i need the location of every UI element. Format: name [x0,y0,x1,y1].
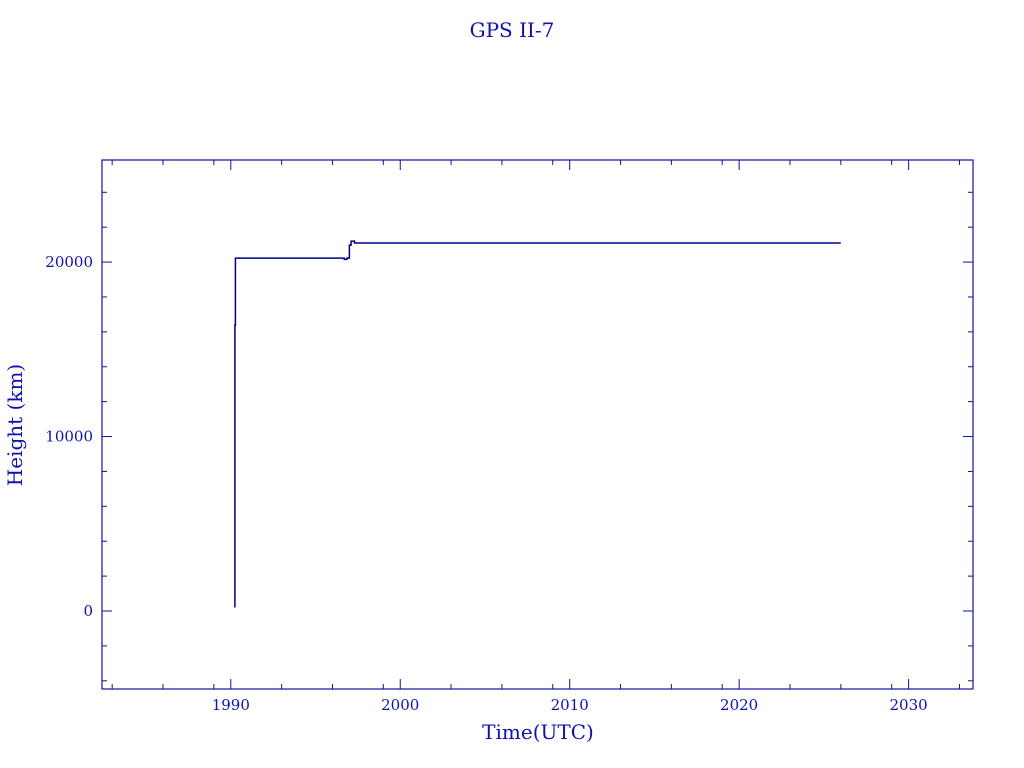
y-tick-label: 10000 [45,428,93,446]
y-tick-label: 0 [83,602,93,620]
series-line [234,240,841,608]
y-tick-label: 20000 [45,253,93,271]
x-tick-label: 1990 [212,696,250,714]
chart-title: GPS II-7 [470,18,555,42]
x-axis-label: Time(UTC) [482,720,594,744]
plot-frame [101,159,974,690]
x-tick-label: 2000 [381,696,419,714]
x-tick-label: 2020 [720,696,758,714]
x-tick-label: 2030 [890,696,928,714]
x-tick-label: 2010 [551,696,589,714]
y-axis-label: Height (km) [3,364,27,486]
